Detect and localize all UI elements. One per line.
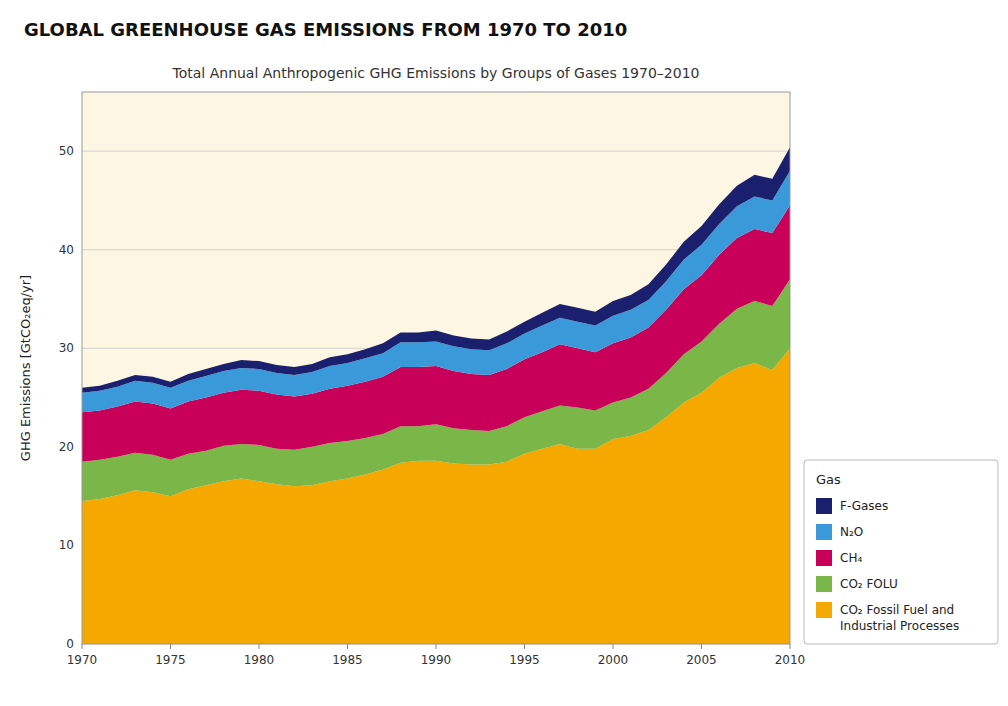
x-tick-label: 1995	[509, 653, 540, 667]
x-tick-label: 1980	[244, 653, 275, 667]
x-tick-label: 1975	[155, 653, 186, 667]
legend-label-line: Industrial Processes	[840, 619, 959, 633]
x-tick	[613, 644, 614, 649]
x-tick	[524, 644, 525, 649]
x-tick	[790, 644, 791, 649]
chart: GLOBAL GREENHOUSE GAS EMISSIONS FROM 197…	[0, 0, 1008, 706]
y-axis: 0 10 20 30 40 50 GHG Emissions [GtCO₂eq/yr]	[18, 144, 74, 651]
y-tick-label: 0	[66, 637, 74, 651]
legend-label: F-Gases	[840, 499, 888, 513]
legend-swatch	[816, 524, 832, 540]
y-tick-label: 40	[59, 243, 74, 257]
legend-swatch	[816, 550, 832, 566]
background	[0, 0, 1008, 706]
y-axis-label: GHG Emissions [GtCO₂eq/yr]	[18, 275, 33, 461]
x-tick-label: 2005	[686, 653, 717, 667]
y-tick-label: 20	[59, 440, 74, 454]
x-tick	[701, 644, 702, 649]
legend-label: CH₄	[840, 551, 862, 565]
grid	[82, 151, 790, 644]
plot-background	[82, 92, 790, 644]
area	[82, 147, 790, 392]
x-tick-label: 1990	[421, 653, 452, 667]
x-tick	[259, 644, 260, 649]
legend-label: CO₂ Fossil Fuel and Industrial Processes	[840, 603, 959, 633]
legend: Gas F-Gases N₂O CH₄ CO₂ FOLU CO₂ Fossil Fuel …	[804, 460, 998, 644]
legend-label: CO₂ FOLU	[840, 577, 898, 591]
grid-line	[82, 151, 790, 152]
plot-frame	[82, 92, 790, 644]
x-tick	[347, 644, 348, 649]
legend-box	[804, 460, 998, 644]
x-tick	[436, 644, 437, 649]
x-axis: 1970 1975 1980 1985 1990 1995 2000 2005 2010	[67, 644, 806, 667]
legend-label-line: N₂O	[840, 525, 863, 539]
legend-label-line: CO₂ Fossil Fuel and	[840, 603, 954, 617]
x-tick-label: 2000	[598, 653, 629, 667]
legend-title: Gas	[816, 472, 841, 487]
areas	[82, 147, 790, 644]
legend-label-line: F-Gases	[840, 499, 888, 513]
x-tick-label: 1985	[332, 653, 363, 667]
y-tick-label: 50	[59, 144, 74, 158]
x-tick	[82, 644, 83, 649]
y-tick-label: 30	[59, 341, 74, 355]
subtitle: Total Annual Anthropogenic GHG Emissions…	[172, 65, 700, 81]
legend-swatch	[816, 576, 832, 592]
title: GLOBAL GREENHOUSE GAS EMISSIONS FROM 197…	[24, 19, 627, 40]
legend-label: N₂O	[840, 525, 863, 539]
legend-label-line: CO₂ FOLU	[840, 577, 898, 591]
x-tick	[170, 644, 171, 649]
y-tick-label: 10	[59, 538, 74, 552]
legend-label-line: CH₄	[840, 551, 862, 565]
legend-swatch	[816, 602, 832, 618]
x-tick-label: 1970	[67, 653, 98, 667]
x-tick-label: 2010	[775, 653, 806, 667]
legend-swatch	[816, 498, 832, 514]
